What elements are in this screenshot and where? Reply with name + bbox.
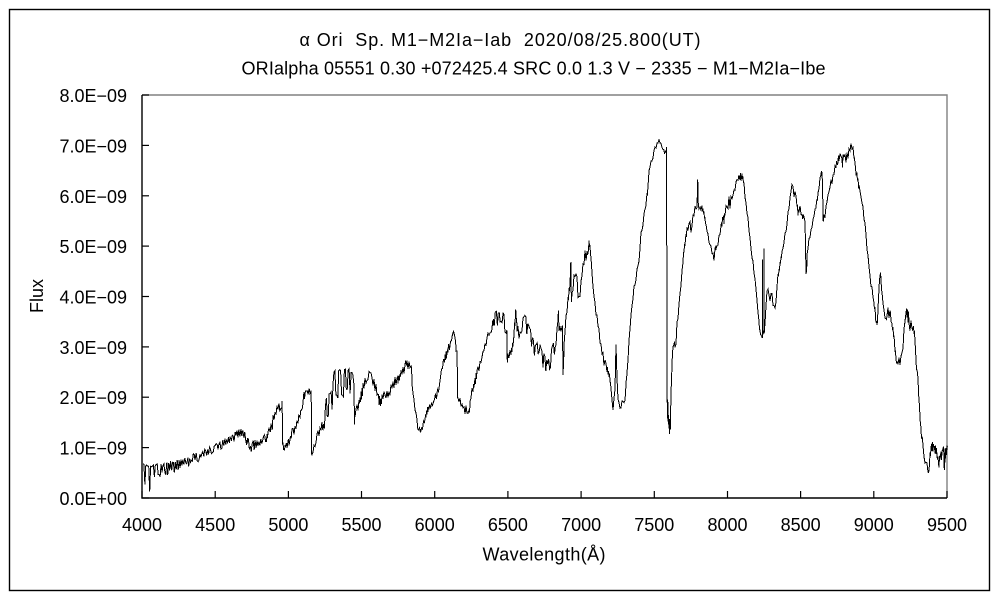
- svg-text:0.0E+00: 0.0E+00: [59, 489, 127, 509]
- svg-text:4000: 4000: [122, 515, 162, 535]
- svg-text:7500: 7500: [634, 515, 674, 535]
- svg-text:5000: 5000: [268, 515, 308, 535]
- svg-text:7000: 7000: [561, 515, 601, 535]
- svg-text:Wavelength(Å): Wavelength(Å): [483, 545, 606, 565]
- svg-text:8000: 8000: [707, 515, 747, 535]
- svg-text:8500: 8500: [781, 515, 821, 535]
- svg-text:4500: 4500: [195, 515, 235, 535]
- svg-text:2.0E−09: 2.0E−09: [59, 388, 127, 408]
- svg-text:9000: 9000: [854, 515, 894, 535]
- svg-text:6.0E−09: 6.0E−09: [59, 187, 127, 207]
- svg-text:1.0E−09: 1.0E−09: [59, 439, 127, 459]
- svg-text:9500: 9500: [927, 515, 967, 535]
- svg-text:ORIalpha 05551 0.30 +072425.4: ORIalpha 05551 0.30 +072425.4 SRC 0.0 1.…: [242, 59, 826, 79]
- svg-text:5.0E−09: 5.0E−09: [59, 237, 127, 257]
- svg-text:7.0E−09: 7.0E−09: [59, 136, 127, 156]
- svg-text:α Ori Sp. M1−M2Ia−Iab 2020/0: α Ori Sp. M1−M2Ia−Iab 2020/08/25.800(UT): [300, 30, 701, 50]
- svg-text:6000: 6000: [415, 515, 455, 535]
- svg-text:4.0E−09: 4.0E−09: [59, 288, 127, 308]
- svg-text:6500: 6500: [488, 515, 528, 535]
- svg-text:Flux: Flux: [27, 279, 47, 313]
- svg-text:5500: 5500: [341, 515, 381, 535]
- svg-text:3.0E−09: 3.0E−09: [59, 338, 127, 358]
- svg-text:8.0E−09: 8.0E−09: [59, 86, 127, 106]
